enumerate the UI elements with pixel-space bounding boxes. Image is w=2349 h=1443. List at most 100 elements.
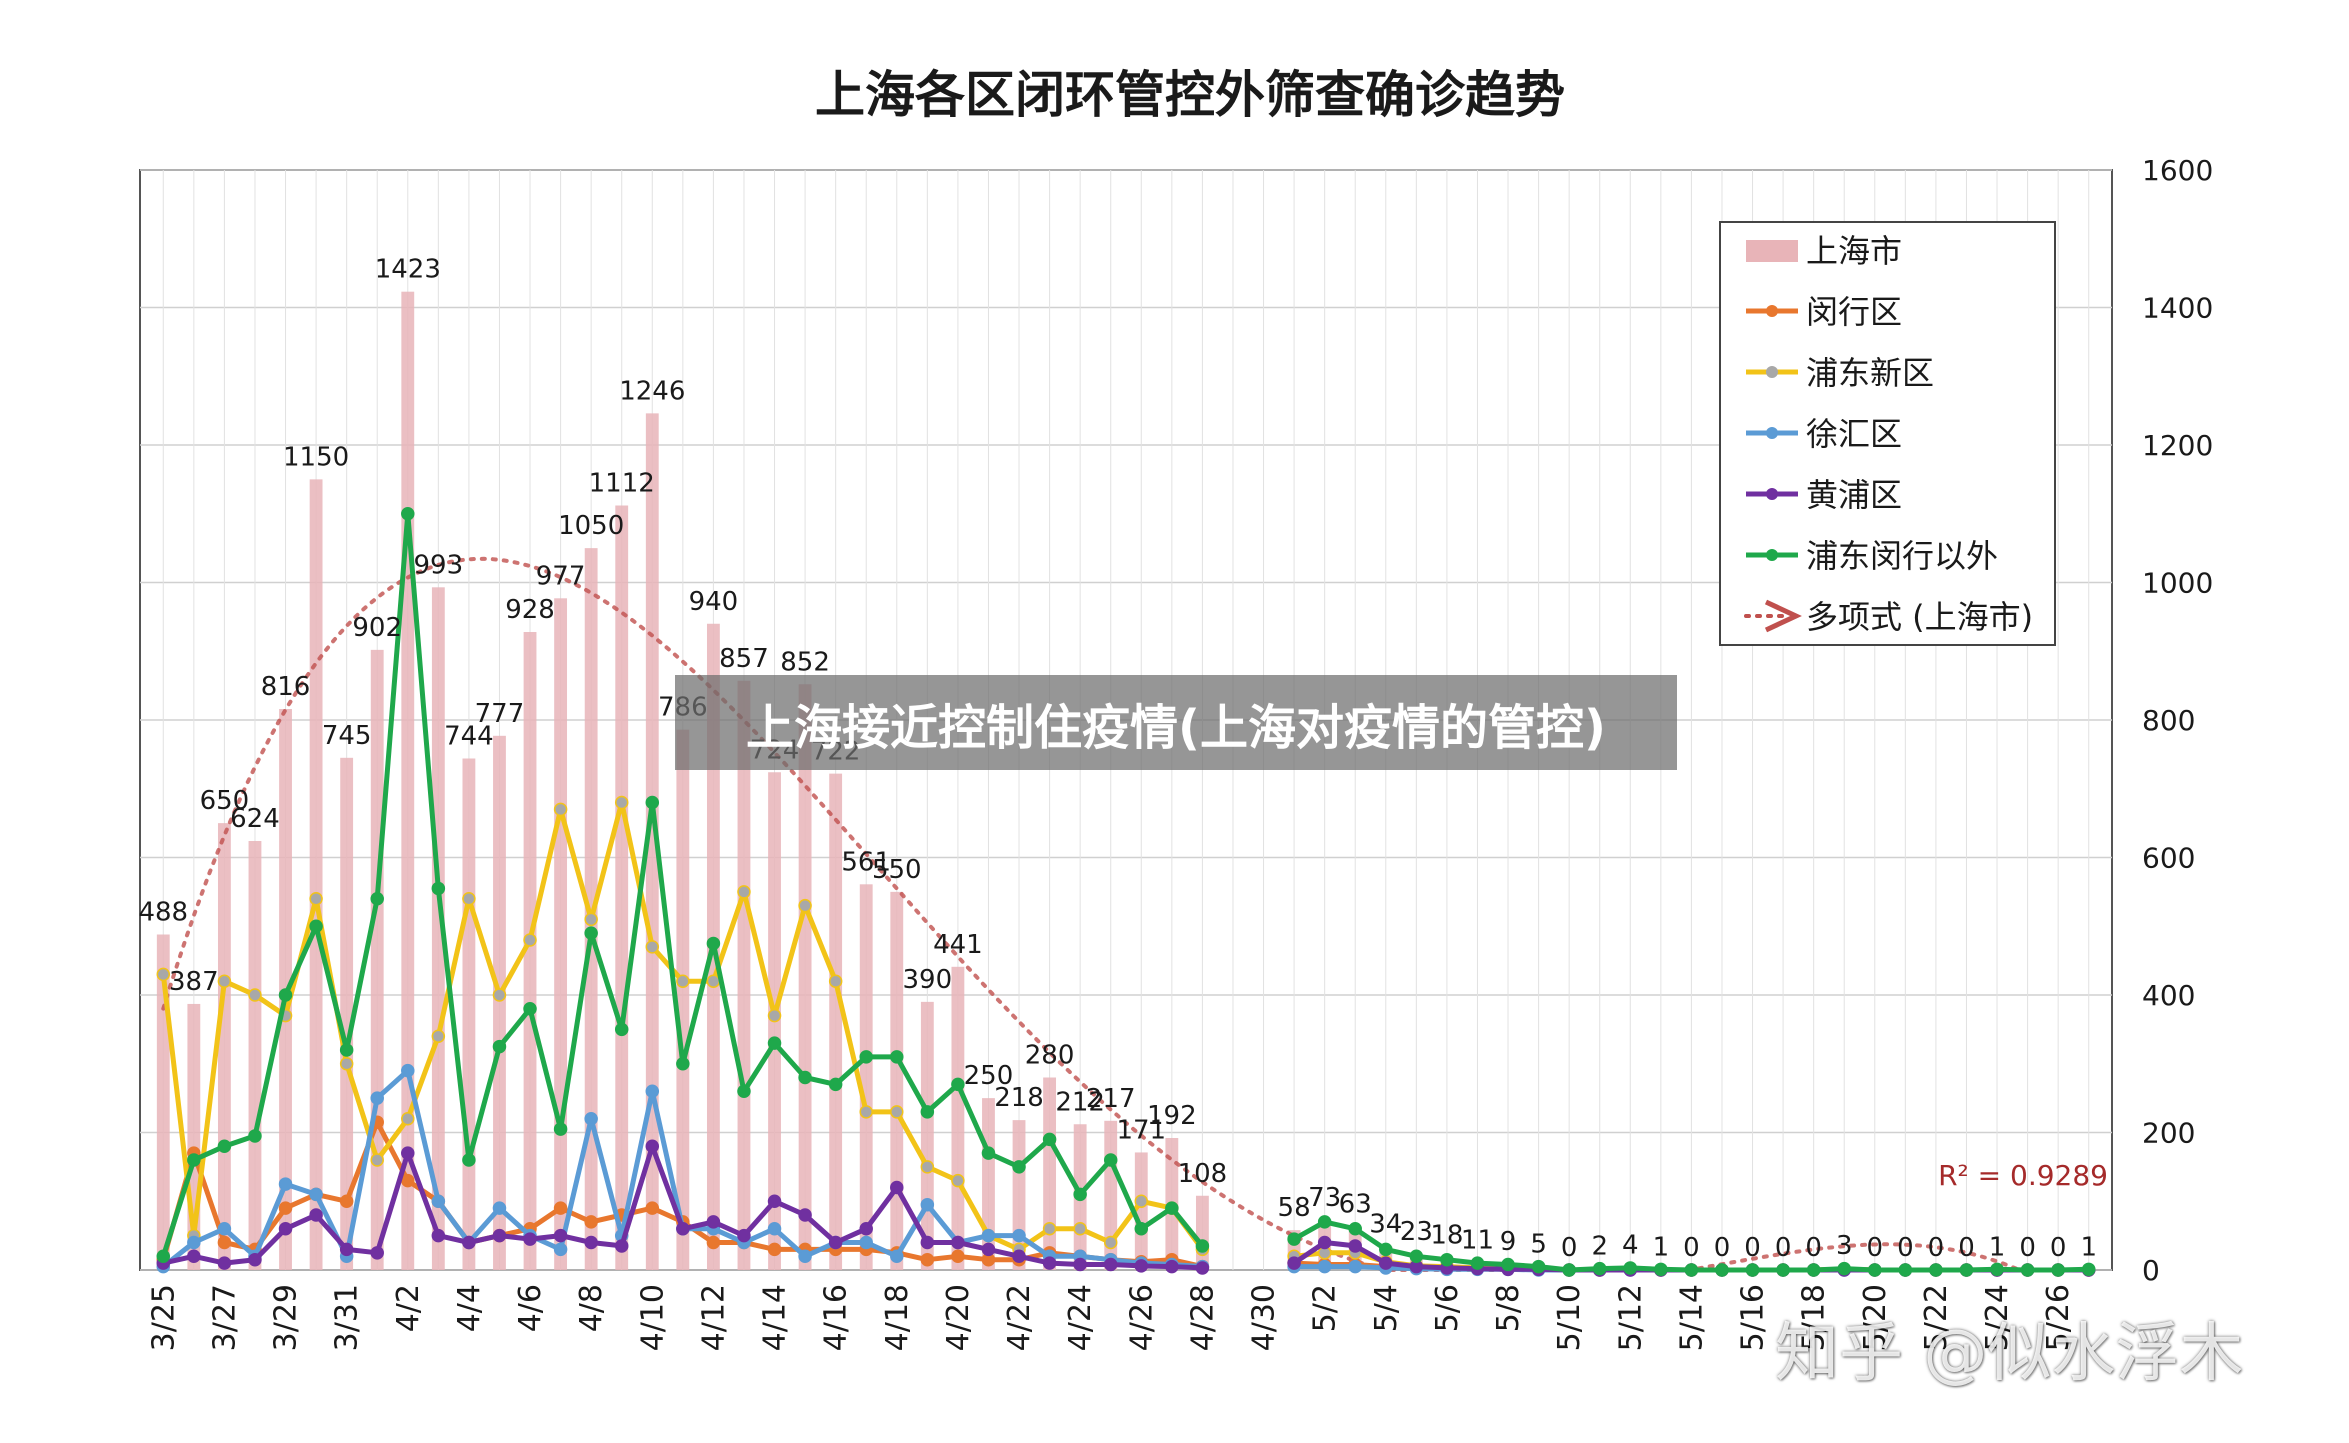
point [1654,1262,1668,1277]
point [584,926,598,940]
x-tick-label: 5/22 [1919,1284,1954,1351]
x-tick-label: 4/24 [1063,1284,1098,1351]
data-label: 23 [1400,1217,1433,1247]
point [1592,1261,1607,1276]
point [1317,1235,1332,1250]
point [1317,1259,1332,1274]
legend-item: 多项式 (上海市) [1744,598,2033,636]
data-label: 4 [1622,1230,1639,1260]
point [645,940,660,954]
x-tick-label: 5/20 [1858,1284,1893,1351]
data-label: 0 [1958,1233,1975,1263]
legend-label: 闵行区 [1806,293,1902,331]
data-label: 1423 [375,255,441,285]
point [645,795,660,810]
legend-label: 浦东闵行以外 [1806,537,1998,575]
point [584,1215,598,1229]
data-label: 857 [719,644,769,674]
x-tick-label: 5/24 [1980,1284,2015,1351]
data-label: 18 [1430,1221,1463,1251]
point [1134,1194,1149,1208]
point [462,892,476,906]
point [859,1105,873,1119]
legend-item: 浦东闵行以外 [1746,537,1998,575]
y-tick-label: 800 [2142,704,2195,737]
x-tick-label: 4/2 [391,1284,426,1332]
point [584,1235,598,1250]
point [431,1194,446,1208]
legend-item: 浦东新区 [1746,354,1934,392]
bar [340,757,354,1270]
data-label: 852 [780,647,830,677]
point [370,1091,384,1105]
point [1715,1263,1729,1277]
bar [737,680,751,1270]
bar [217,823,231,1270]
point [1165,1259,1179,1274]
point [217,1222,232,1236]
x-tick-label: 4/20 [941,1284,976,1351]
data-label: 1050 [558,511,624,541]
y-tick-label: 0 [2142,1254,2160,1287]
point [1501,1257,1515,1272]
point [981,1242,996,1257]
data-label: 624 [230,804,280,834]
point [217,974,232,988]
point [370,892,384,906]
point [951,1249,965,1263]
point [1195,1239,1210,1253]
data-label: 212 [1055,1087,1105,1117]
point [767,1242,782,1257]
point [187,1249,201,1263]
point [951,1173,965,1188]
point [920,1197,935,1212]
point [492,1228,507,1243]
bar [309,479,323,1270]
bar [859,884,873,1270]
point [2051,1263,2065,1277]
point [1409,1249,1424,1263]
point [523,1232,537,1246]
x-tick-label: 3/25 [146,1284,181,1351]
point [187,1235,201,1250]
point [553,802,568,817]
y-tick-label: 1000 [2142,567,2213,600]
point [798,1208,812,1222]
point [1806,1263,1821,1277]
data-label: 108 [1178,1159,1228,1189]
data-label: 250 [964,1061,1014,1091]
bar [584,548,598,1270]
point [401,1063,415,1078]
data-label: 561 [841,847,891,877]
point [1042,1256,1057,1270]
point [278,1177,293,1191]
point [1042,1222,1057,1236]
point [767,1036,782,1050]
data-label: 441 [933,930,983,960]
point [553,1242,568,1257]
y-tick-label: 200 [2142,1117,2195,1150]
legend-label: 浦东新区 [1806,354,1934,392]
legend-marker [1764,599,1802,633]
point [1287,1256,1301,1270]
x-tick-label: 4/4 [452,1284,487,1332]
legend-label: 多项式 (上海市) [1806,598,2033,636]
bar [1134,1152,1148,1270]
legend-item: 徐汇区 [1746,415,1902,453]
data-label: 0 [1744,1233,1761,1263]
point [1440,1252,1454,1267]
point [1837,1261,1851,1276]
point [1348,1259,1362,1274]
legend-label: 上海市 [1806,232,1902,270]
data-label: 0 [1714,1233,1731,1263]
data-label: 777 [475,699,525,729]
data-label: 0 [1683,1233,1700,1263]
bar [493,735,506,1270]
point [1379,1256,1393,1270]
point [584,912,598,927]
trendline-layer [161,556,2091,1272]
point [828,1077,843,1092]
y-tick-label: 1600 [2142,154,2213,187]
point [706,1235,721,1250]
chart-title: 上海各区闭环管控外筛查确诊趋势 [815,66,1565,124]
